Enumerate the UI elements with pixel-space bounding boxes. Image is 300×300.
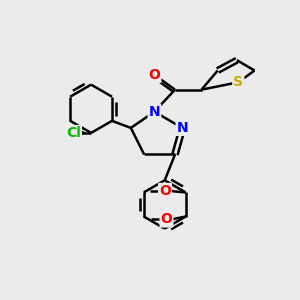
Text: S: S — [233, 75, 243, 89]
Text: N: N — [148, 105, 160, 119]
Text: Cl: Cl — [66, 126, 81, 140]
Text: O: O — [160, 212, 172, 226]
Text: N: N — [177, 121, 188, 135]
Text: O: O — [159, 184, 171, 198]
Text: O: O — [148, 68, 160, 82]
